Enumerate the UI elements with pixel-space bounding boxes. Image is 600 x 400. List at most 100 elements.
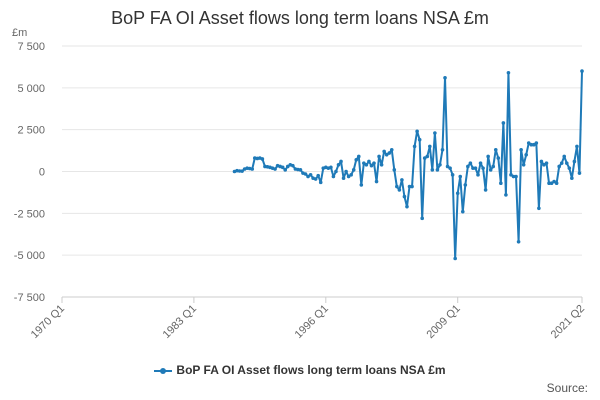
data-point[interactable]: [557, 164, 561, 169]
data-point[interactable]: [362, 161, 366, 165]
data-point[interactable]: [420, 216, 425, 221]
data-point[interactable]: [481, 166, 485, 170]
data-point[interactable]: [491, 164, 496, 169]
data-point[interactable]: [534, 141, 539, 145]
data-point[interactable]: [471, 166, 475, 170]
data-point[interactable]: [364, 163, 369, 167]
data-point[interactable]: [537, 206, 541, 211]
data-point[interactable]: [501, 121, 506, 125]
data-point[interactable]: [339, 159, 343, 164]
data-point[interactable]: [250, 167, 255, 171]
data-point[interactable]: [428, 144, 432, 149]
data-point[interactable]: [291, 163, 295, 168]
data-point[interactable]: [389, 147, 394, 152]
data-point[interactable]: [382, 149, 386, 154]
data-point[interactable]: [524, 152, 528, 157]
data-point[interactable]: [356, 154, 361, 159]
data-point[interactable]: [283, 168, 288, 172]
data-point[interactable]: [329, 165, 333, 170]
data-point[interactable]: [509, 173, 513, 177]
data-point[interactable]: [473, 166, 478, 170]
data-point[interactable]: [351, 168, 356, 172]
data-point[interactable]: [336, 163, 341, 167]
data-point[interactable]: [405, 204, 409, 209]
data-point[interactable]: [552, 179, 556, 184]
data-point[interactable]: [415, 129, 419, 134]
data-point[interactable]: [445, 164, 450, 169]
data-point[interactable]: [397, 188, 402, 192]
data-point[interactable]: [493, 147, 498, 152]
data-point[interactable]: [240, 169, 244, 173]
data-point[interactable]: [384, 152, 389, 157]
data-point[interactable]: [476, 173, 480, 177]
data-point[interactable]: [577, 171, 582, 175]
data-point[interactable]: [570, 176, 574, 180]
data-point[interactable]: [455, 191, 460, 196]
data-point[interactable]: [580, 69, 584, 73]
data-point[interactable]: [559, 161, 564, 165]
data-point[interactable]: [407, 184, 412, 189]
data-point[interactable]: [387, 151, 392, 155]
data-point[interactable]: [422, 156, 427, 160]
data-point[interactable]: [435, 168, 440, 172]
data-point[interactable]: [572, 159, 577, 164]
data-point[interactable]: [506, 70, 511, 75]
data-point[interactable]: [346, 174, 351, 179]
data-point[interactable]: [504, 193, 508, 197]
data-point[interactable]: [511, 174, 516, 179]
data-point[interactable]: [280, 165, 285, 170]
data-point[interactable]: [450, 173, 455, 177]
data-point[interactable]: [542, 163, 546, 167]
data-point[interactable]: [273, 167, 277, 171]
data-point[interactable]: [519, 147, 523, 152]
data-point[interactable]: [516, 239, 521, 244]
data-point[interactable]: [316, 173, 321, 178]
data-point[interactable]: [374, 179, 379, 184]
data-point[interactable]: [285, 164, 290, 169]
data-point[interactable]: [438, 163, 442, 167]
data-point[interactable]: [367, 159, 371, 164]
data-point[interactable]: [349, 173, 353, 177]
data-point[interactable]: [298, 168, 303, 172]
data-point[interactable]: [562, 154, 567, 159]
data-point[interactable]: [400, 178, 404, 182]
data-point[interactable]: [460, 209, 465, 214]
data-point[interactable]: [554, 181, 559, 186]
data-point[interactable]: [306, 174, 310, 179]
data-point[interactable]: [379, 163, 384, 167]
data-point[interactable]: [318, 180, 323, 185]
data-point[interactable]: [514, 174, 518, 179]
data-point[interactable]: [372, 161, 376, 165]
data-point[interactable]: [539, 159, 544, 164]
data-point[interactable]: [369, 163, 374, 168]
data-point[interactable]: [341, 176, 346, 180]
data-point[interactable]: [468, 161, 473, 165]
data-point[interactable]: [488, 168, 493, 172]
data-point[interactable]: [395, 184, 399, 189]
data-point[interactable]: [483, 188, 488, 192]
data-point[interactable]: [567, 166, 572, 170]
data-point[interactable]: [308, 173, 313, 177]
data-point[interactable]: [260, 157, 265, 161]
data-point[interactable]: [529, 142, 534, 147]
data-point[interactable]: [433, 131, 437, 135]
data-point[interactable]: [331, 174, 336, 179]
data-point[interactable]: [453, 256, 457, 261]
data-point[interactable]: [532, 142, 536, 147]
data-point[interactable]: [499, 181, 503, 186]
data-point[interactable]: [547, 181, 551, 186]
data-point[interactable]: [440, 147, 445, 152]
data-point[interactable]: [417, 137, 422, 142]
data-point[interactable]: [544, 161, 549, 165]
data-point[interactable]: [458, 174, 463, 179]
data-point[interactable]: [425, 154, 430, 159]
data-point[interactable]: [412, 144, 417, 149]
data-point[interactable]: [564, 161, 569, 165]
data-point[interactable]: [575, 144, 579, 149]
data-point[interactable]: [377, 154, 381, 159]
data-point[interactable]: [448, 166, 452, 170]
data-point[interactable]: [313, 177, 318, 181]
data-point[interactable]: [359, 183, 364, 187]
data-point[interactable]: [496, 156, 501, 160]
data-point[interactable]: [303, 172, 308, 176]
